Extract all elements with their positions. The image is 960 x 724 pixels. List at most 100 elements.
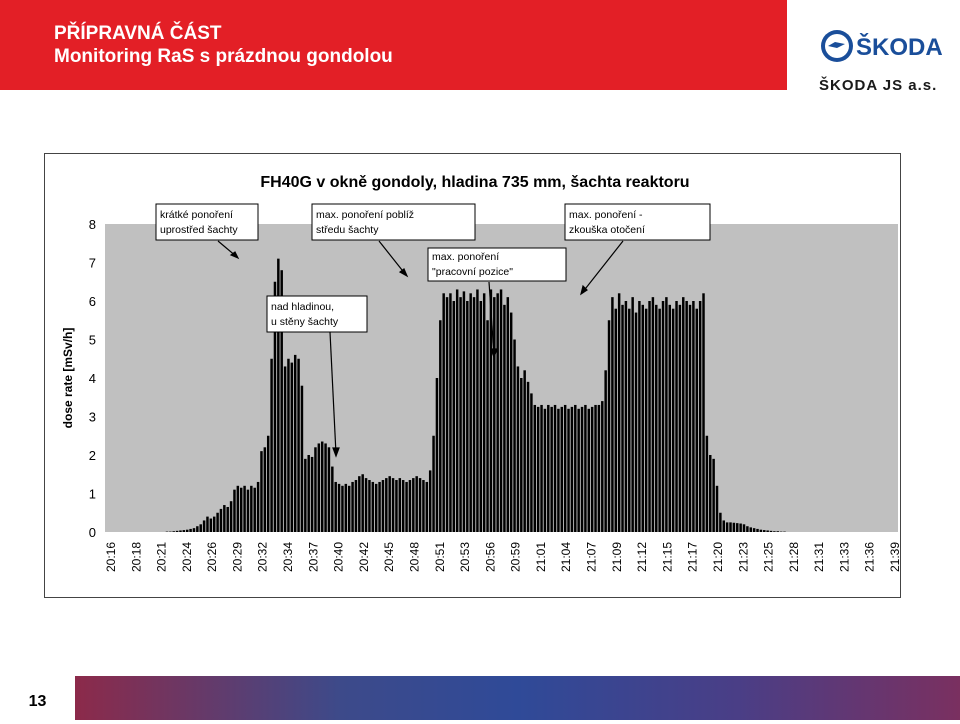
bar [534, 405, 536, 532]
bar [544, 409, 546, 532]
bar [557, 409, 559, 532]
x-tick-label: 20:42 [357, 542, 371, 572]
annotation-4-line2: "pracovní pozice" [432, 266, 513, 278]
bar [226, 507, 228, 532]
bar [763, 530, 765, 532]
bar [642, 305, 644, 532]
bar [692, 301, 694, 532]
bar [210, 519, 212, 532]
x-tick-label: 20:26 [205, 542, 219, 572]
bar [611, 297, 613, 532]
bar [476, 289, 478, 532]
bar [456, 289, 458, 532]
annotation-2-line2: středu šachty [316, 224, 379, 236]
bar [412, 478, 414, 532]
bar [537, 407, 539, 532]
annotation-2-line1: max. ponoření poblíž [316, 209, 414, 221]
bar [756, 529, 758, 532]
x-tick-label: 20:16 [104, 542, 118, 572]
bar [652, 297, 654, 532]
bar [746, 526, 748, 532]
bar [436, 378, 438, 532]
x-tick-label: 21:17 [686, 542, 700, 572]
bar [635, 313, 637, 532]
bar [179, 530, 181, 532]
bar [696, 309, 698, 532]
bar [699, 301, 701, 532]
bar [723, 520, 725, 532]
bar [311, 457, 313, 532]
x-tick-label: 21:01 [534, 542, 548, 572]
bar [702, 293, 704, 532]
bar [655, 305, 657, 532]
bar [554, 405, 556, 532]
bar [628, 309, 630, 532]
bar [712, 459, 714, 532]
bar [382, 480, 384, 532]
bar [510, 313, 512, 532]
bar [358, 476, 360, 532]
annotation-1-line2: uprostřed šachty [160, 224, 238, 236]
x-tick-label: 21:23 [736, 542, 750, 572]
bar [270, 359, 272, 532]
x-tick-label: 21:31 [812, 542, 826, 572]
annotation-5-line1: nad hladinou, [271, 301, 334, 313]
bar [631, 297, 633, 532]
bar [253, 488, 255, 532]
brand-logotype: ŠKODA [856, 33, 943, 61]
bar [439, 320, 441, 532]
bar [230, 501, 232, 532]
y-tick-label: 4 [89, 371, 96, 386]
bar [176, 531, 178, 532]
bar [183, 530, 185, 532]
bar [618, 293, 620, 532]
bar [520, 378, 522, 532]
bar [591, 407, 593, 532]
x-tick-label: 20:34 [281, 542, 295, 572]
x-tick-label: 20:51 [433, 542, 447, 572]
bar [264, 447, 266, 532]
bar [473, 297, 475, 532]
bar [682, 297, 684, 532]
bar [743, 524, 745, 532]
bar [345, 484, 347, 532]
bar [189, 529, 191, 532]
bar [318, 443, 320, 532]
bar [584, 405, 586, 532]
chart: FH40G v okně gondoly, hladina 735 mm, ša… [45, 154, 900, 597]
bar [449, 293, 451, 532]
bar [574, 405, 576, 532]
bar [193, 528, 195, 532]
x-tick-label: 20:40 [332, 542, 346, 572]
bar [517, 366, 519, 532]
bar [739, 524, 741, 532]
bar [375, 484, 377, 532]
y-axis-label: dose rate [mSv/h] [61, 328, 75, 429]
bar [588, 409, 590, 532]
x-tick-label: 21:04 [559, 542, 573, 572]
bar [615, 309, 617, 532]
bar [736, 523, 738, 532]
x-tick-label: 21:36 [863, 542, 877, 572]
annotation-1-line1: krátké ponoření [160, 209, 233, 221]
bar [453, 301, 455, 532]
bar [527, 382, 529, 532]
bar [307, 455, 309, 532]
bar [621, 305, 623, 532]
bar [240, 488, 242, 532]
bar [753, 528, 755, 532]
slide-title: PŘÍPRAVNÁ ČÁST Monitoring RaS s prázdnou… [54, 22, 393, 68]
bar [625, 301, 627, 532]
bar [766, 530, 768, 532]
bar [523, 370, 525, 532]
bar [608, 320, 610, 532]
bar [284, 366, 286, 532]
bar [665, 297, 667, 532]
title-line-1: PŘÍPRAVNÁ ČÁST [54, 22, 393, 45]
bar [483, 293, 485, 532]
x-tick-label: 21:20 [711, 542, 725, 572]
bar [486, 320, 488, 532]
bar [513, 340, 515, 533]
bar [685, 301, 687, 532]
chart-title: FH40G v okně gondoly, hladina 735 mm, ša… [260, 174, 689, 191]
